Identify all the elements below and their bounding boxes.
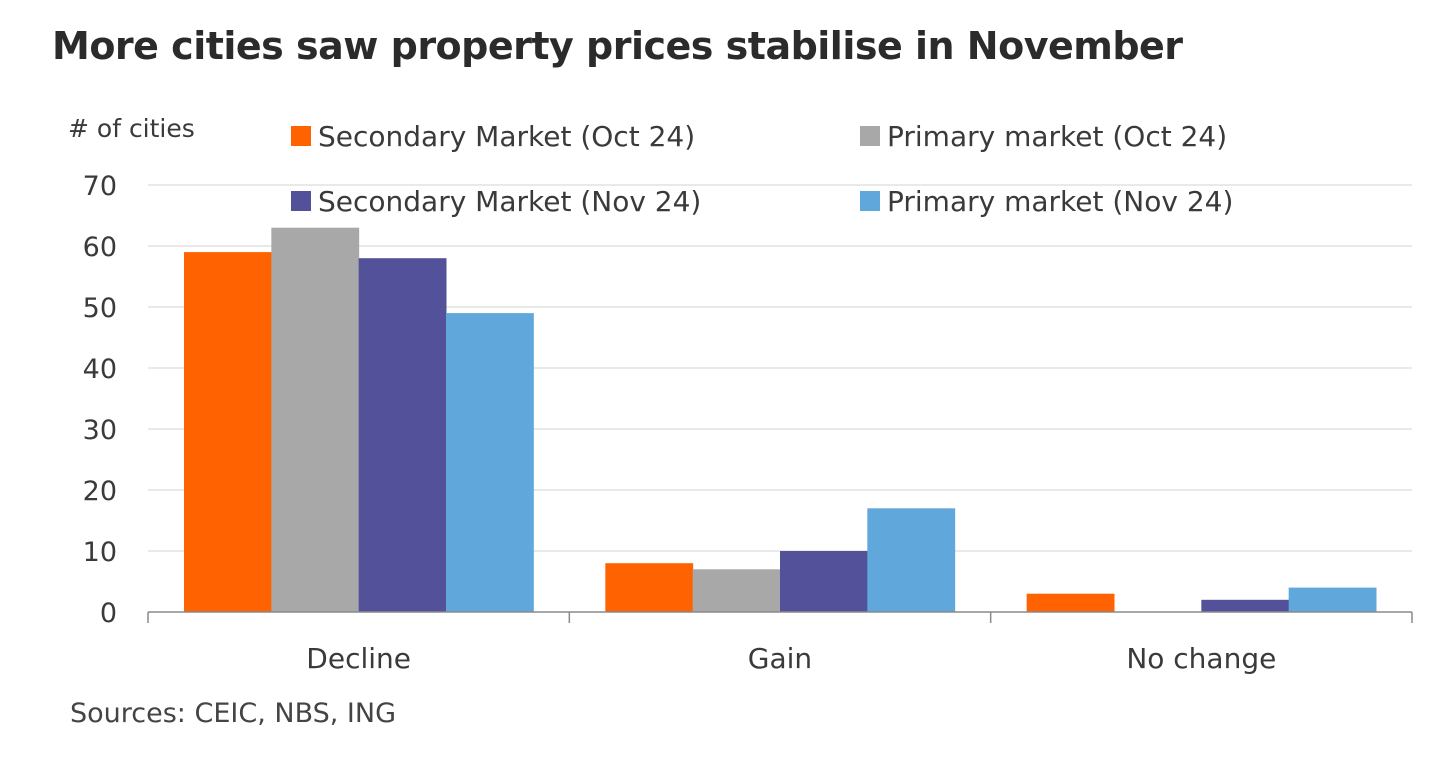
legend-label: Secondary Market (Oct 24) [318, 120, 695, 153]
legend-label: Primary market (Oct 24) [887, 120, 1227, 153]
bar-decline-series-4 [446, 313, 534, 612]
bars [184, 227, 1377, 612]
legend-swatch [860, 191, 880, 211]
x-axis: Decline Gain No change [147, 611, 1413, 675]
x-category-label: No change [1126, 642, 1276, 675]
bar-decline-series-1 [184, 252, 272, 612]
y-tick-label: 20 [83, 476, 117, 507]
y-tick-label: 10 [83, 537, 117, 568]
y-tick-label: 60 [83, 232, 117, 263]
x-category-label: Gain [748, 642, 812, 675]
legend-label: Primary market (Nov 24) [887, 185, 1233, 218]
y-tick-label: 0 [100, 598, 117, 629]
bar-decline-series-3 [358, 258, 447, 612]
bar-no-change-series-4 [1288, 587, 1377, 612]
bar-gain-series-4 [867, 508, 956, 612]
y-axis-title: # of cities [68, 114, 195, 143]
y-tick-label: 30 [83, 415, 117, 446]
bar-gain-series-1 [605, 563, 694, 612]
legend-swatch [291, 126, 311, 146]
bar-gain-series-3 [780, 551, 868, 612]
y-axis-ticks: 0 10 20 30 40 50 60 70 [83, 171, 117, 629]
bar-no-change-series-3 [1201, 599, 1290, 612]
x-category-label: Decline [306, 642, 411, 675]
legend-swatch [291, 191, 311, 211]
y-tick-label: 70 [83, 171, 117, 202]
legend-swatch [860, 126, 880, 146]
source-note: Sources: CEIC, NBS, ING [70, 698, 397, 729]
chart-title: More cities saw property prices stabilis… [52, 24, 1183, 68]
bar-gain-series-2 [692, 569, 781, 612]
y-tick-label: 50 [83, 293, 117, 324]
bar-decline-series-2 [271, 227, 360, 612]
bar-no-change-series-1 [1026, 593, 1115, 612]
legend-label: Secondary Market (Nov 24) [318, 185, 701, 218]
y-tick-label: 40 [83, 354, 117, 385]
legend: Secondary Market (Oct 24) Primary market … [291, 120, 1233, 218]
